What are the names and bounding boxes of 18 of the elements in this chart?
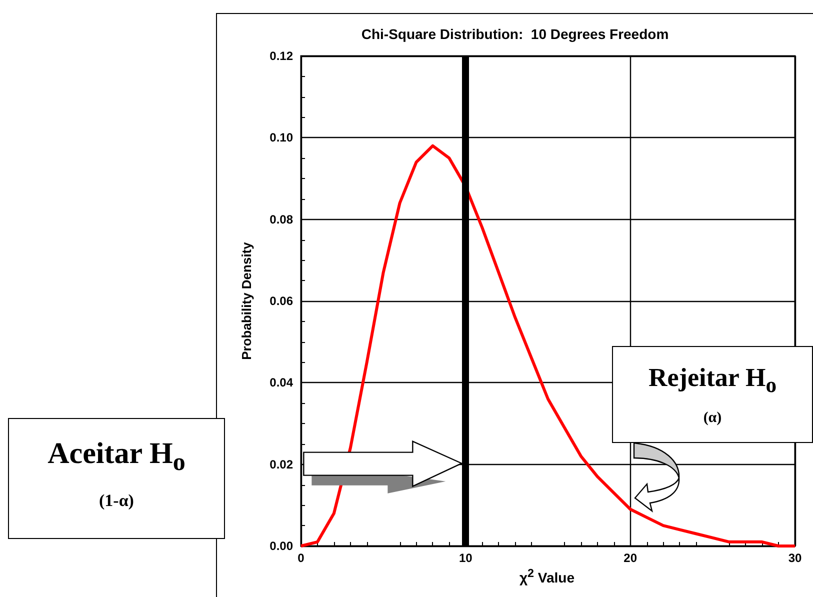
x-tick-label: 20 [624,551,638,565]
y-tick-label: 0.02 [270,457,294,472]
x-tick-label: 10 [458,551,473,565]
text: Aceitar H$_{o}$ [46,437,186,477]
y-tick-label: 0.10 [270,130,294,145]
text: (1-α) [98,491,135,511]
x-tick-label: 0 [298,551,305,565]
y-tick-label: 0.06 [270,294,294,308]
y-tick-label: 0.08 [270,212,294,226]
y-tick-label: 0.04 [270,376,294,390]
y-axis-title: Probability Density [239,241,254,360]
x-tick-label: 30 [788,551,802,565]
y-tick-label: 0.00 [270,539,294,553]
x-axis-title: χ$^{2}$ Value [519,567,575,586]
annotation: Rejeitar H$_{o}$ [647,363,778,398]
chart-title: Chi-Square Distribution: 10 Degrees Freedom [361,26,669,42]
y-tick-label: 0.12 [270,49,294,63]
annotation: (α) [702,410,723,428]
